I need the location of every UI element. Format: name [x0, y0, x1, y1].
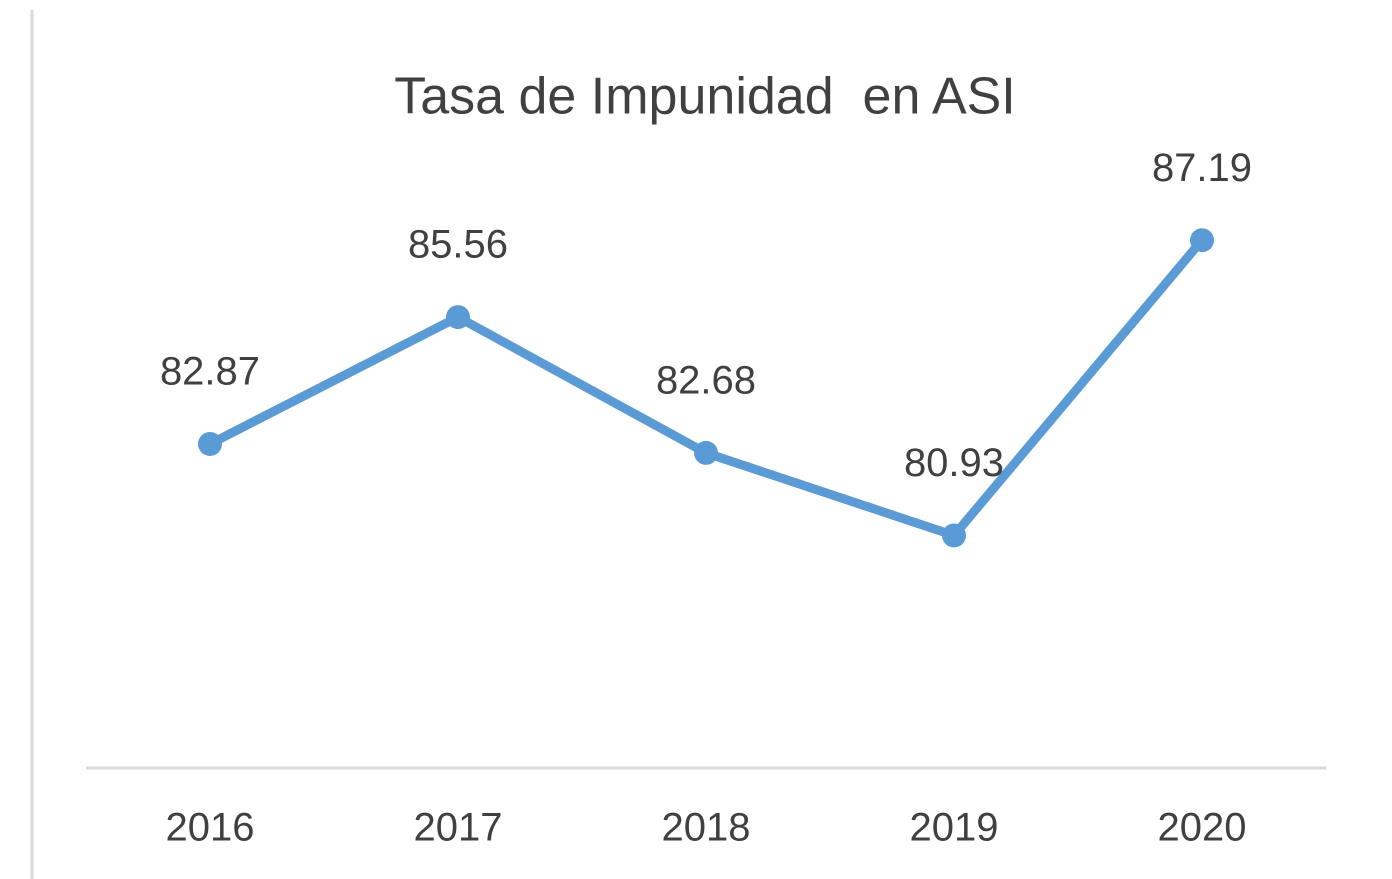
x-tick-label: 2016 — [166, 806, 255, 850]
data-label: 82.87 — [160, 350, 260, 394]
x-tick-label: 2020 — [1158, 806, 1247, 850]
x-tick-label: 2018 — [662, 806, 751, 850]
data-label: 87.19 — [1152, 146, 1252, 190]
point — [446, 305, 470, 330]
point — [694, 440, 718, 465]
point — [942, 523, 966, 548]
x-tick-label: 2017 — [414, 806, 503, 850]
data-label: 80.93 — [904, 441, 1004, 485]
point — [198, 431, 222, 456]
point — [1190, 228, 1214, 253]
data-label: 82.68 — [656, 358, 756, 402]
chart-title: Tasa de Impunidad en ASI — [394, 68, 1016, 126]
x-tick-label: 2019 — [910, 806, 999, 850]
data-label: 85.56 — [408, 223, 508, 267]
